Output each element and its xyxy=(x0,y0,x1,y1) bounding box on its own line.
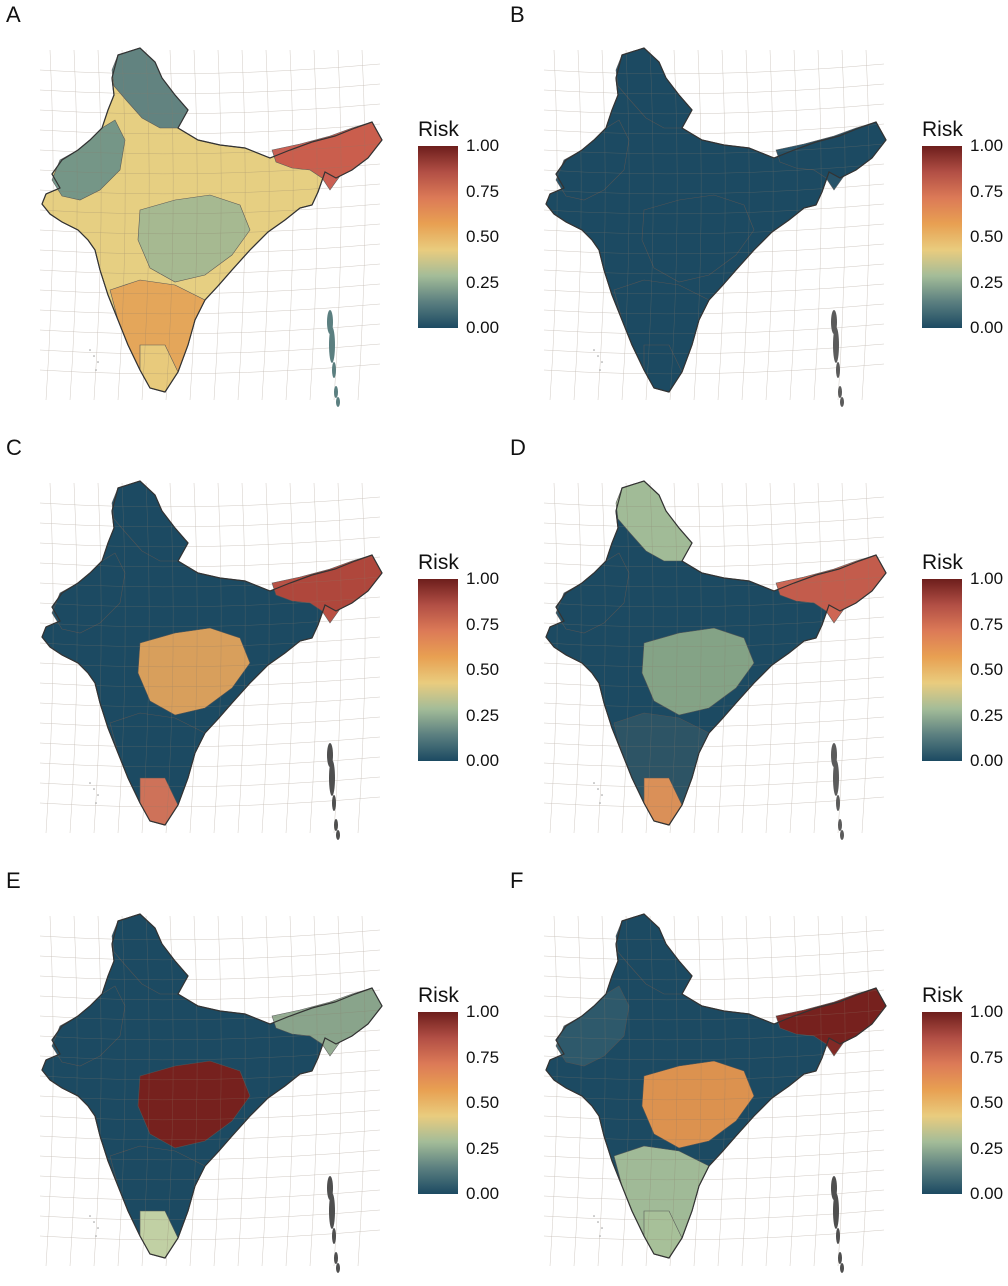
choropleth-map xyxy=(39,913,383,1273)
district-boundaries xyxy=(543,49,885,401)
district-boundaries xyxy=(39,915,381,1267)
legend-title: Risk xyxy=(418,118,459,141)
legend-tick-label: 0.75 xyxy=(466,1047,500,1067)
legend-title: Risk xyxy=(922,551,963,574)
legend-tick-label: 0.50 xyxy=(466,227,500,246)
region-middle xyxy=(137,1060,251,1149)
legend-tick-label: 0.25 xyxy=(466,705,500,725)
legend-tick-label: 0.50 xyxy=(466,660,500,679)
legend-tick-label: 0.00 xyxy=(466,751,500,770)
legend-tick-label: 0.00 xyxy=(466,318,500,337)
legend-color-bar xyxy=(418,579,458,761)
district-boundaries xyxy=(543,915,885,1267)
andaman-islands xyxy=(831,310,844,407)
legend-tick-label: 1.00 xyxy=(466,1002,500,1021)
andaman-islands xyxy=(327,310,340,407)
lakshadweep-islands xyxy=(593,349,603,371)
legend-tick-label: 0.25 xyxy=(466,1138,500,1158)
legend-color-bar xyxy=(418,1012,458,1194)
legend-title: Risk xyxy=(418,984,459,1007)
legend-tick-label: 0.75 xyxy=(970,614,1004,634)
legend-tick-label: 0.25 xyxy=(970,705,1004,725)
panel-a: A Risk 1.00 0.75 0.50 0.25 0.00 xyxy=(0,0,504,420)
legend-title: Risk xyxy=(418,551,459,574)
legend-color-bar xyxy=(922,146,962,328)
panel-letter: C xyxy=(6,435,22,460)
panel-letter: F xyxy=(510,868,524,893)
choropleth-map xyxy=(39,47,383,407)
panel-e: E Risk 1.00 0.75 0.50 0.25 0.00 xyxy=(0,866,504,1286)
legend-color-bar xyxy=(922,1012,962,1194)
legend-tick-label: 0.75 xyxy=(466,181,500,201)
lakshadweep-islands xyxy=(89,349,99,371)
andaman-islands xyxy=(831,1176,844,1273)
legend-tick-label: 1.00 xyxy=(970,1002,1004,1021)
legend-color-bar xyxy=(922,579,962,761)
region-middle xyxy=(641,194,755,283)
panel-letter: D xyxy=(510,435,526,460)
panel-f: F Risk 1.00 0.75 0.50 0.25 0.00 xyxy=(504,866,1008,1286)
legend-title: Risk xyxy=(922,984,963,1007)
legend-tick-label: 1.00 xyxy=(466,136,500,155)
legend-tick-label: 1.00 xyxy=(970,569,1004,588)
district-boundaries xyxy=(39,482,381,834)
legend-tick-label: 0.25 xyxy=(970,1138,1004,1158)
region-middle xyxy=(641,627,755,716)
region-middle xyxy=(137,627,251,716)
legend-color-bar xyxy=(418,146,458,328)
lakshadweep-islands xyxy=(89,1215,99,1237)
choropleth-map xyxy=(543,480,887,840)
andaman-islands xyxy=(327,1176,340,1273)
panel-d: D Risk 1.00 0.75 0.50 0.25 0.00 xyxy=(504,433,1008,853)
legend-tick-label: 1.00 xyxy=(466,569,500,588)
legend-tick-label: 0.50 xyxy=(970,660,1004,679)
lakshadweep-islands xyxy=(89,782,99,804)
panel-letter: E xyxy=(6,868,21,893)
lakshadweep-islands xyxy=(593,1215,603,1237)
panel-b: B Risk 1.00 0.75 0.50 0.25 0.00 xyxy=(504,0,1008,420)
choropleth-map xyxy=(39,480,383,840)
legend-tick-label: 0.50 xyxy=(970,1093,1004,1112)
legend-tick-label: 0.25 xyxy=(970,272,1004,292)
legend-tick-label: 0.50 xyxy=(970,227,1004,246)
region-middle xyxy=(641,1060,755,1149)
legend-tick-label: 0.25 xyxy=(466,272,500,292)
legend-tick-label: 0.75 xyxy=(466,614,500,634)
legend-tick-label: 0.50 xyxy=(466,1093,500,1112)
district-boundaries xyxy=(39,49,381,401)
legend-tick-label: 0.75 xyxy=(970,181,1004,201)
choropleth-map xyxy=(543,913,887,1273)
lakshadweep-islands xyxy=(593,782,603,804)
region-middle xyxy=(137,194,251,283)
legend-tick-label: 0.00 xyxy=(970,1184,1004,1203)
andaman-islands xyxy=(831,743,844,840)
panel-c: C Risk 1.00 0.75 0.50 0.25 0.00 xyxy=(0,433,504,853)
legend-tick-label: 0.00 xyxy=(970,318,1004,337)
legend-tick-label: 0.75 xyxy=(970,1047,1004,1067)
legend-title: Risk xyxy=(922,118,963,141)
legend-tick-label: 0.00 xyxy=(970,751,1004,770)
legend-tick-label: 1.00 xyxy=(970,136,1004,155)
andaman-islands xyxy=(327,743,340,840)
legend-tick-label: 0.00 xyxy=(466,1184,500,1203)
panel-letter: B xyxy=(510,2,525,27)
panel-letter: A xyxy=(6,2,21,27)
choropleth-map xyxy=(543,47,887,407)
